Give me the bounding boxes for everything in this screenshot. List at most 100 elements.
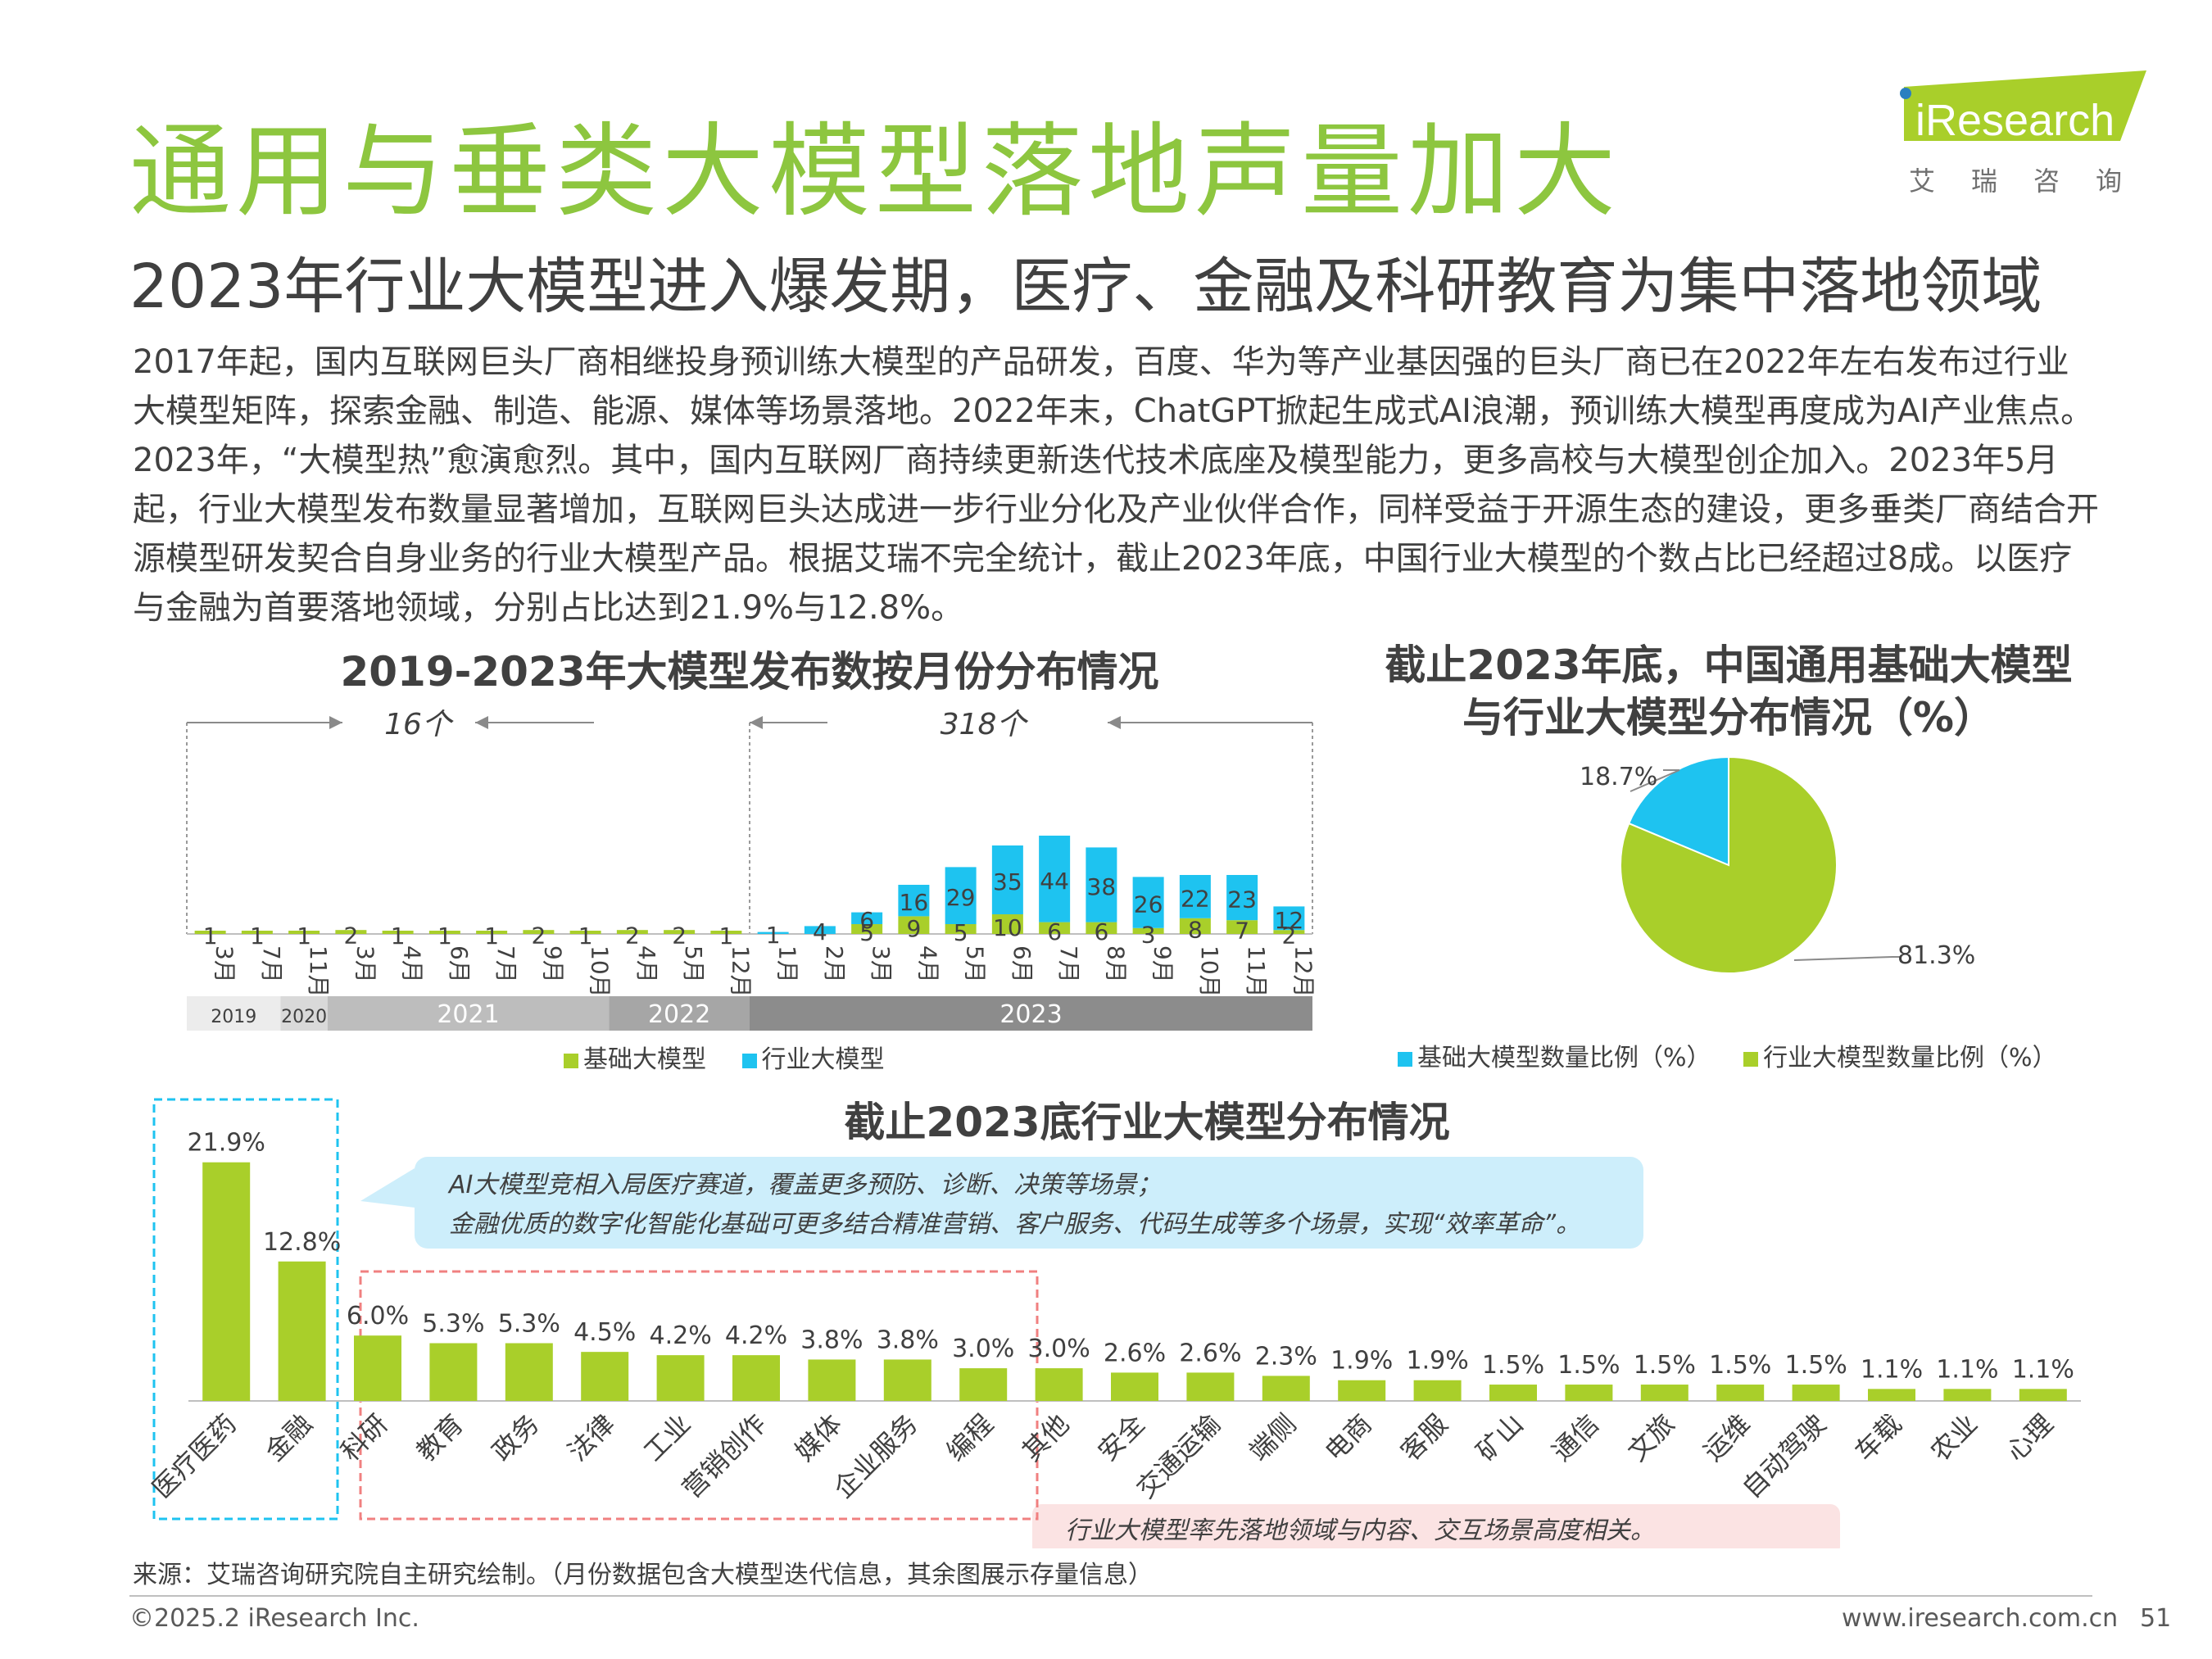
bar-value-label: 3.8%: [877, 1326, 939, 1354]
label-foundation: 1: [297, 922, 311, 950]
month-tick-label: 12月: [1290, 945, 1317, 998]
month-tick-label: 5月: [680, 945, 707, 983]
arrow-right-head: [1108, 716, 1121, 729]
bar-industry-share: [1640, 1385, 1688, 1401]
label-industry: 38: [1087, 873, 1117, 900]
category-label: 文旅: [1621, 1408, 1680, 1467]
label-industry: 12: [1275, 907, 1304, 934]
bar-value-label: 1.5%: [1634, 1351, 1696, 1380]
label-foundation: 7: [1235, 918, 1249, 945]
arrow-split-head: [750, 716, 763, 729]
label-foundation: 1: [250, 922, 265, 950]
bar-foundation: [991, 914, 1023, 934]
label-industry: 29: [946, 884, 976, 911]
month-tick-label: 11月: [1243, 945, 1270, 998]
bar-value-label: 1.5%: [1557, 1351, 1620, 1380]
bar-industry-share: [1262, 1376, 1310, 1401]
category-label: 交通运输: [1131, 1408, 1226, 1504]
label-industry: 26: [1134, 891, 1163, 918]
label-industry: 35: [993, 868, 1022, 895]
bar-industry-share: [1489, 1385, 1537, 1401]
website-link[interactable]: www.iresearch.com.cn: [1842, 1604, 2119, 1633]
category-label: 安全: [1092, 1408, 1151, 1467]
bar-industry-share: [1565, 1385, 1613, 1401]
category-label: 其他: [1016, 1408, 1075, 1467]
bar-industry: [1179, 875, 1211, 918]
bar-industry: [1226, 875, 1258, 921]
bar-industry: [1273, 906, 1305, 931]
iresearch-logo: [1900, 70, 2146, 141]
year-label: 2019: [211, 1007, 256, 1027]
bar-industry-share: [581, 1352, 629, 1401]
callout-medical-finance: AI大模型竞相入局医疗赛道，覆盖更多预防、诊断、决策等场景； 金融优质的数字化智能…: [360, 1157, 1643, 1249]
callout-medical-text: AI大模型竞相入局医疗赛道，覆盖更多预防、诊断、决策等场景；: [447, 1171, 1161, 1199]
bar-value-label: 1.5%: [1784, 1351, 1847, 1380]
callout-content-interaction: 行业大模型率先落地领域与内容、交互场景高度相关。: [1032, 1504, 1840, 1548]
month-tick-label: 6月: [446, 945, 473, 983]
label-foundation: 2: [531, 922, 546, 950]
bar-industry-share: [202, 1162, 251, 1401]
legend-item-foundation: 基础大模型: [564, 1045, 706, 1074]
bar-industry-share: [429, 1343, 478, 1401]
label-foundation: 9: [906, 915, 921, 942]
legend-label-foundation: 基础大模型: [583, 1045, 706, 1074]
bar-industry-share: [1035, 1368, 1083, 1401]
pie-chart-legend: 基础大模型数量比例（%） 行业大模型数量比例（%）: [1398, 1037, 2057, 1073]
pie-title-line-1: 截止2023年底，中国通用基础大模型: [1385, 641, 2073, 689]
copyright: ©2025.2 iResearch Inc.: [129, 1604, 419, 1633]
year-band: [750, 996, 1312, 1031]
pie-slice-1: [1620, 755, 1838, 974]
label-foundation: 1: [391, 922, 406, 950]
bar-industry-share: [959, 1368, 1008, 1401]
year-label: 2023: [999, 1000, 1062, 1029]
bar-value-label: 1.1%: [1936, 1355, 1998, 1384]
category-label: 自动驾驶: [1736, 1408, 1832, 1504]
callout-finance-text: 金融优质的数字化智能化基础可更多结合精准营销、客户服务、代码生成等多个场景，实现…: [449, 1210, 1580, 1239]
label-foundation: 8: [1188, 916, 1203, 943]
bar-industry-share: [1186, 1372, 1235, 1401]
bar-industry-share: [1943, 1389, 1992, 1401]
bar-foundation: [1086, 922, 1117, 934]
legend-swatch-industry-share: [1743, 1051, 1759, 1067]
category-label: 医疗医药: [146, 1408, 242, 1504]
bar-foundation: [1273, 930, 1305, 934]
label-foundation: 2: [343, 922, 358, 950]
bar-value-label: 2.6%: [1179, 1339, 1241, 1367]
bar-industry: [804, 926, 836, 934]
bar-foundation: [1039, 922, 1071, 934]
label-foundation: 6: [1094, 918, 1108, 945]
month-tick-label: 9月: [1149, 945, 1176, 983]
legend-item-foundation-share: 基础大模型数量比例（%）: [1398, 1044, 1711, 1072]
month-tick-label: 10月: [1196, 945, 1223, 998]
month-tick-label: 3月: [211, 945, 238, 983]
callout-medical-finance-box: [415, 1157, 1643, 1249]
page-title: 通用与垂类大模型落地声量加大: [129, 113, 1621, 231]
industry-chart-title: 截止2023底行业大模型分布情况: [844, 1099, 1450, 1146]
category-label: 电商: [1319, 1408, 1378, 1467]
category-label: 金融: [259, 1408, 318, 1467]
pie-chart-title: 截止2023年底，中国通用基础大模型 与行业大模型分布情况（%）: [1327, 639, 2130, 744]
month-tick-label: 5月: [962, 945, 989, 983]
category-label: 车载: [1849, 1408, 1908, 1467]
bar-industry-share: [883, 1359, 931, 1401]
month-tick-label: 4月: [914, 945, 941, 983]
legend-label-industry: 行业大模型: [761, 1045, 885, 1074]
legend-swatch-industry: [741, 1053, 757, 1068]
category-label: 工业: [637, 1408, 696, 1467]
arrow-left-in-head: [475, 716, 488, 729]
bar-value-label: 1.5%: [1482, 1351, 1544, 1380]
year-band: [327, 996, 610, 1031]
label-industry: 23: [1227, 886, 1257, 913]
bar-foundation: [288, 931, 320, 934]
bar-industry: [1039, 836, 1071, 922]
callout-content-interaction-text: 行业大模型率先落地领域与内容、交互场景高度相关。: [1065, 1516, 1655, 1545]
month-tick-label: 4月: [399, 945, 426, 983]
legend-item-industry-share: 行业大模型数量比例（%）: [1743, 1044, 2057, 1072]
bar-value-label: 1.9%: [1406, 1347, 1468, 1376]
month-tick-label: 1月: [774, 945, 801, 983]
bar-industry: [898, 885, 930, 917]
category-label: 编程: [941, 1408, 999, 1467]
label-industry: 4: [813, 918, 827, 945]
label-foundation: 6: [1047, 918, 1062, 945]
bar-value-label: 1.9%: [1330, 1347, 1393, 1376]
